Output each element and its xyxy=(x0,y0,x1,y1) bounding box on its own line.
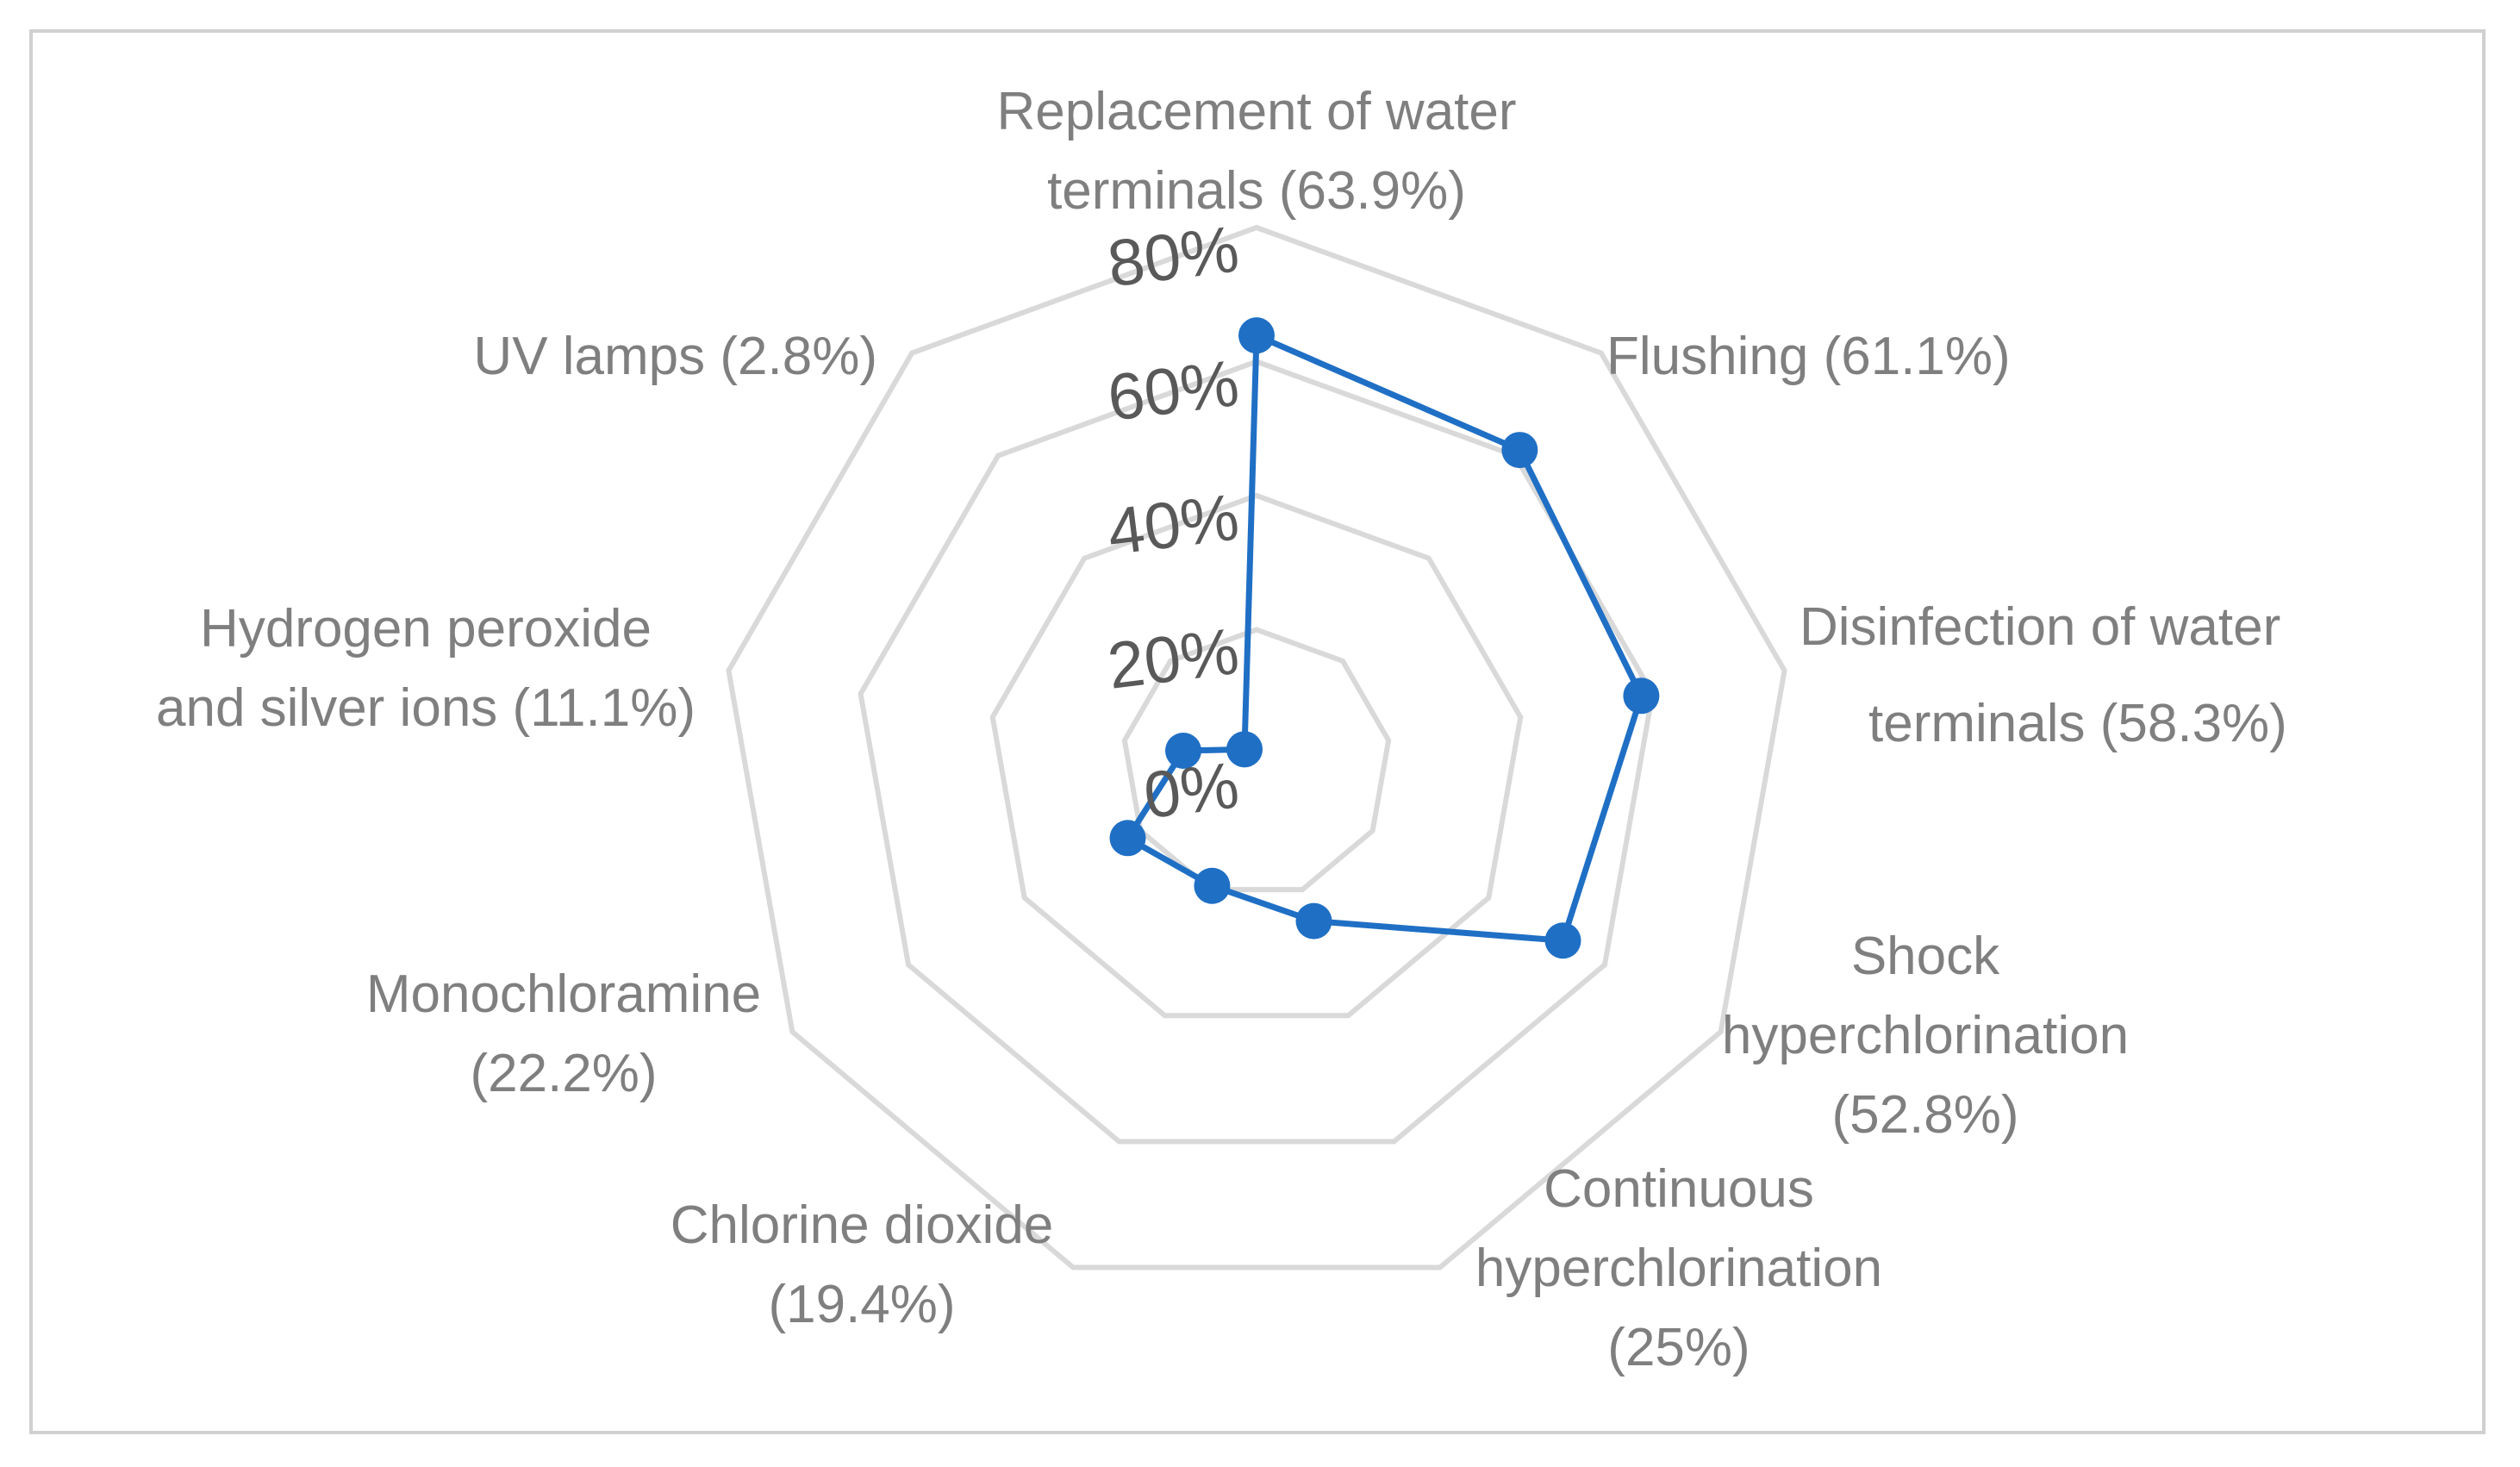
data-point-1 xyxy=(1238,317,1275,354)
category-label-8: Hydrogen peroxide and silver ions (11.1%) xyxy=(156,599,695,738)
category-label-9: UV lamps (2.8%) xyxy=(473,327,877,386)
data-point-5 xyxy=(1295,902,1332,940)
category-label-line: hyperchlorination xyxy=(1475,1239,1882,1298)
tick-label-40: 40% xyxy=(1104,481,1243,570)
data-point-2 xyxy=(1501,432,1538,469)
category-label-line: and silver ions (11.1%) xyxy=(156,678,695,738)
category-label-line: (19.4%) xyxy=(768,1275,955,1334)
grid-ring-80 xyxy=(726,224,1787,1270)
category-label-4: Shock hyperchlorination (52.8%) xyxy=(1722,927,2129,1145)
category-label-7: Monochloramine (22.2%) xyxy=(366,964,761,1103)
category-label-line: UV lamps (2.8%) xyxy=(473,327,877,386)
category-label-line: (52.8%) xyxy=(1831,1085,2018,1145)
tick-label-20: 20% xyxy=(1104,615,1243,703)
category-label-line: Continuous xyxy=(1544,1159,1814,1219)
grid-ring-40 xyxy=(989,492,1524,1019)
category-label-5: Continuous hyperchlorination (25%) xyxy=(1475,1159,1882,1377)
category-label-3: Disinfection of water terminals (58.3%) xyxy=(1800,597,2287,753)
category-label-line: Disinfection of water xyxy=(1800,597,2280,657)
grid-ring-20 xyxy=(1121,627,1392,893)
category-label-line: (25%) xyxy=(1607,1318,1750,1377)
category-labels: Replacement of water terminals (63.9%) Flu… xyxy=(156,82,2287,1377)
tick-label-80: 80% xyxy=(1104,213,1243,302)
tick-label-0: 0% xyxy=(1140,749,1243,833)
category-label-line: hyperchlorination xyxy=(1722,1006,2129,1065)
chart-frame: 0% 20% 40% 60% 80% Replacement of water termi… xyxy=(29,29,2486,1434)
category-label-line: (22.2%) xyxy=(470,1044,657,1103)
category-label-line: Chlorine dioxide xyxy=(671,1195,1054,1255)
data-point-6 xyxy=(1194,867,1231,904)
category-label-2: Flushing (61.1%) xyxy=(1606,327,2011,386)
series-layer xyxy=(1109,317,1660,959)
tick-label-60: 60% xyxy=(1104,346,1243,435)
data-point-4 xyxy=(1544,922,1581,959)
category-label-line: Monochloramine xyxy=(366,964,761,1024)
tick-labels: 0% 20% 40% 60% 80% xyxy=(1104,213,1243,833)
series-line xyxy=(1125,332,1644,944)
data-point-3 xyxy=(1623,677,1660,715)
radar-chart: 0% 20% 40% 60% 80% Replacement of water termi… xyxy=(156,82,2287,1377)
category-label-line: Hydrogen peroxide xyxy=(200,599,652,659)
category-label-line: Shock xyxy=(1851,927,2000,986)
data-point-8 xyxy=(1165,733,1202,770)
category-label-line: terminals (58.3%) xyxy=(1868,694,2287,753)
category-label-line: Replacement of water xyxy=(996,82,1516,141)
data-point-7 xyxy=(1109,820,1146,857)
category-label-line: Flushing (61.1%) xyxy=(1606,327,2011,386)
data-point-9 xyxy=(1226,731,1263,768)
category-label-line: terminals (63.9%) xyxy=(1047,161,1466,221)
category-label-6: Chlorine dioxide (19.4%) xyxy=(671,1195,1054,1334)
category-label-1: Replacement of water terminals (63.9%) xyxy=(996,82,1516,221)
